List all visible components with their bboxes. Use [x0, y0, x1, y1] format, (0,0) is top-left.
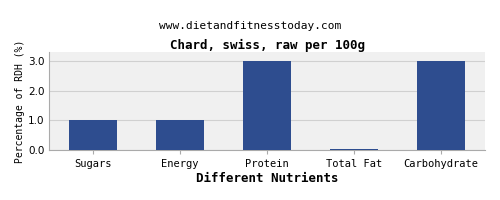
X-axis label: Different Nutrients: Different Nutrients: [196, 172, 338, 185]
Bar: [418, 61, 465, 150]
Bar: [156, 120, 204, 150]
Text: www.dietandfitnesstoday.com: www.dietandfitnesstoday.com: [159, 21, 341, 31]
Title: Chard, swiss, raw per 100g: Chard, swiss, raw per 100g: [170, 39, 364, 52]
Bar: [330, 149, 378, 150]
Bar: [243, 61, 291, 150]
Bar: [69, 120, 117, 150]
Y-axis label: Percentage of RDH (%): Percentage of RDH (%): [15, 39, 25, 163]
